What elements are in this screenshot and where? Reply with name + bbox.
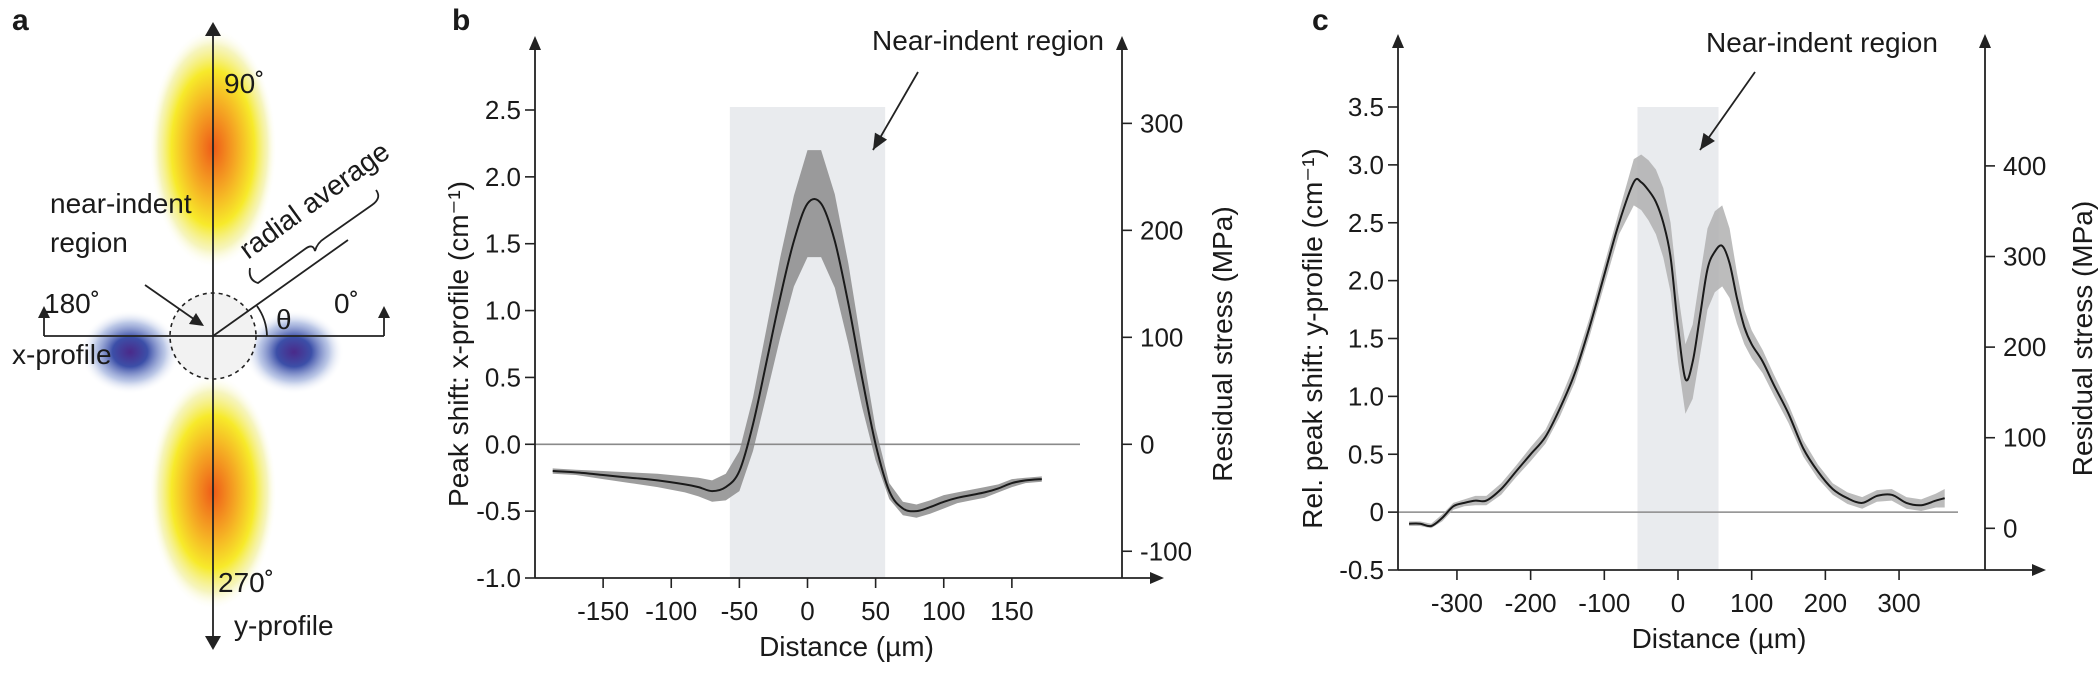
uncertainty-band [552,150,1042,518]
x-tick-label: 0 [800,596,814,626]
y-tick-label: -0.5 [476,496,521,526]
y-axis-title: Peak shift: x-profile (cm⁻¹) [443,181,474,507]
y2-tick-label: 100 [2003,423,2046,453]
y-tick-label: 0.0 [485,429,521,459]
x-tick-label: 200 [1804,588,1847,618]
x-axis-title: Distance (µm) [759,631,934,662]
y2-tick-label: 400 [2003,151,2046,181]
y2-tick-label: 0 [2003,513,2017,543]
panel-a-schematic: a 90˚ 180˚ 0˚ 270˚ θ near-indent region … [12,4,395,650]
uncertainty-band [1409,154,1945,529]
left-axis-arrow [1392,34,1404,48]
y2-tick-label: -100 [1140,536,1192,566]
y-tick-label: 2.5 [485,95,521,125]
label-x-profile: x-profile [12,339,112,370]
label-y-profile: y-profile [234,610,334,641]
near-indent-pointer [144,284,199,323]
y-tick-label: -1.0 [476,563,521,593]
right-axis-arrow [1979,34,1991,48]
y-tick-label: 1.0 [485,296,521,326]
x-tick-label: 300 [1877,588,1920,618]
label-180: 180˚ [44,288,100,319]
left-axis-arrow [529,36,541,50]
lobe-right [244,310,344,394]
y2-axis-title: Residual stress (MPa) [1207,206,1238,481]
near-indent-annotation: Near-indent region [1706,27,1938,58]
x-tick-label: -100 [645,596,697,626]
annotation-arrow-head [1700,132,1715,150]
y-tick-label: 2.5 [1348,208,1384,238]
series-line [552,197,1042,513]
y2-tick-label: 200 [1140,215,1183,245]
series-line [1409,177,1945,528]
chart-c: -0.5 0 0.5 1.0 1.5 2.0 2.5 3.0 3.5 0 100 200 300 400 -… [1297,27,2098,654]
theta-arc [256,305,268,337]
panel-b-letter: b [452,4,470,37]
y-tick-label: 1.5 [485,229,521,259]
y-axis-arrow-bottom [205,636,221,650]
y-axis-arrow-top [205,22,221,36]
near-indent-pointer-head [189,313,204,326]
x-tick-label: 100 [922,596,965,626]
y2-tick-label: 0 [1140,429,1154,459]
radial-average-brace [248,189,380,284]
panel-c-letter: c [1312,4,1329,37]
x-axis-title: Distance (µm) [1632,623,1807,654]
y-tick-label: 1.0 [1348,381,1384,411]
x-tick-label: 100 [1730,588,1773,618]
lobe-left [80,310,180,394]
x-tick-label: 150 [990,596,1033,626]
x-axis-arrow-right [378,306,390,318]
y-tick-label: 2.0 [1348,266,1384,296]
y-tick-label: 0.5 [1348,439,1384,469]
label-90: 90˚ [224,68,264,99]
x-tick-label: 0 [1671,588,1685,618]
y2-tick-label: 300 [2003,242,2046,272]
y-tick-label: 0 [1370,497,1384,527]
y2-tick-label: 100 [1140,322,1183,352]
x-tick-label: -200 [1505,588,1557,618]
near-indent-annotation: Near-indent region [872,25,1104,56]
y-tick-label: 3.0 [1348,150,1384,180]
y-tick-label: 3.5 [1348,92,1384,122]
y2-tick-label: 200 [2003,332,2046,362]
x-tick-label: -100 [1578,588,1630,618]
chart-b: -1.0 -0.5 0.0 0.5 1.0 1.5 2.0 2.5 -100 0 100 200 300… [443,25,1238,662]
radial-line [212,239,349,337]
y-tick-label: -0.5 [1339,555,1384,585]
label-0: 0˚ [334,288,359,319]
annotation-arrow-head [873,132,888,150]
y2-axis-title: Residual stress (MPa) [2067,201,2098,476]
y-tick-label: 2.0 [485,162,521,192]
label-theta: θ [276,304,292,335]
label-region: region [50,227,128,258]
y-tick-label: 1.5 [1348,324,1384,354]
x-tick-label: -300 [1431,588,1483,618]
x-tick-label: -50 [721,596,759,626]
y-tick-label: 0.5 [485,362,521,392]
x-axis-arrow [2032,564,2046,576]
x-axis-arrow-left [38,306,50,318]
x-axis-arrow [1150,572,1164,584]
y-axis-title: Rel. peak shift: y-profile (cm⁻¹) [1297,148,1328,528]
label-near-indent: near-indent [50,188,192,219]
label-270: 270˚ [218,567,274,598]
y2-tick-label: 300 [1140,108,1183,138]
panel-a-letter: a [12,4,29,37]
right-axis-arrow [1116,36,1128,50]
x-tick-label: 50 [861,596,890,626]
x-tick-label: -150 [577,596,629,626]
